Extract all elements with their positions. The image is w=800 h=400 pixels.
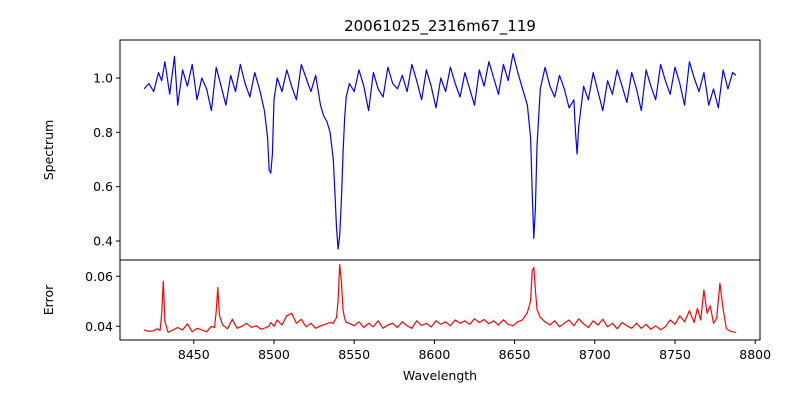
x-tick-label: 8450 [178, 347, 210, 362]
error-line [143, 263, 737, 334]
spectrum-panel-ytick-label: 0.6 [93, 179, 113, 194]
x-tick-label: 8600 [418, 347, 450, 362]
x-tick-label: 8700 [579, 347, 611, 362]
x-tick-label: 8550 [338, 347, 370, 362]
x-tick-label: 8650 [499, 347, 531, 362]
spectrum-axis-label: Spectrum [41, 120, 56, 181]
x-tick-label: 8800 [739, 347, 771, 362]
spectrum-panel-ytick-label: 0.4 [93, 233, 113, 248]
spectrum-panel-ytick-label: 1.0 [93, 71, 113, 86]
x-tick-label: 8750 [659, 347, 691, 362]
error-panel-frame [119, 259, 761, 341]
chart-marks: 0.4 0.6 0.8 1.0 0.04 0.06 8450 8500 8550 8600 8650… [85, 39, 771, 362]
spectrum-line [143, 52, 737, 250]
chart-title: 20061025_2316m67_119 [344, 17, 536, 36]
error-axis-label: Error [41, 284, 56, 315]
error-panel-ytick-label: 0.04 [85, 319, 113, 334]
error-panel-ytick-label: 0.06 [85, 269, 113, 284]
spectrum-panel-ytick-label: 0.8 [93, 125, 113, 140]
x-axis-label: Wavelength [403, 368, 477, 383]
x-tick-label: 8500 [258, 347, 290, 362]
